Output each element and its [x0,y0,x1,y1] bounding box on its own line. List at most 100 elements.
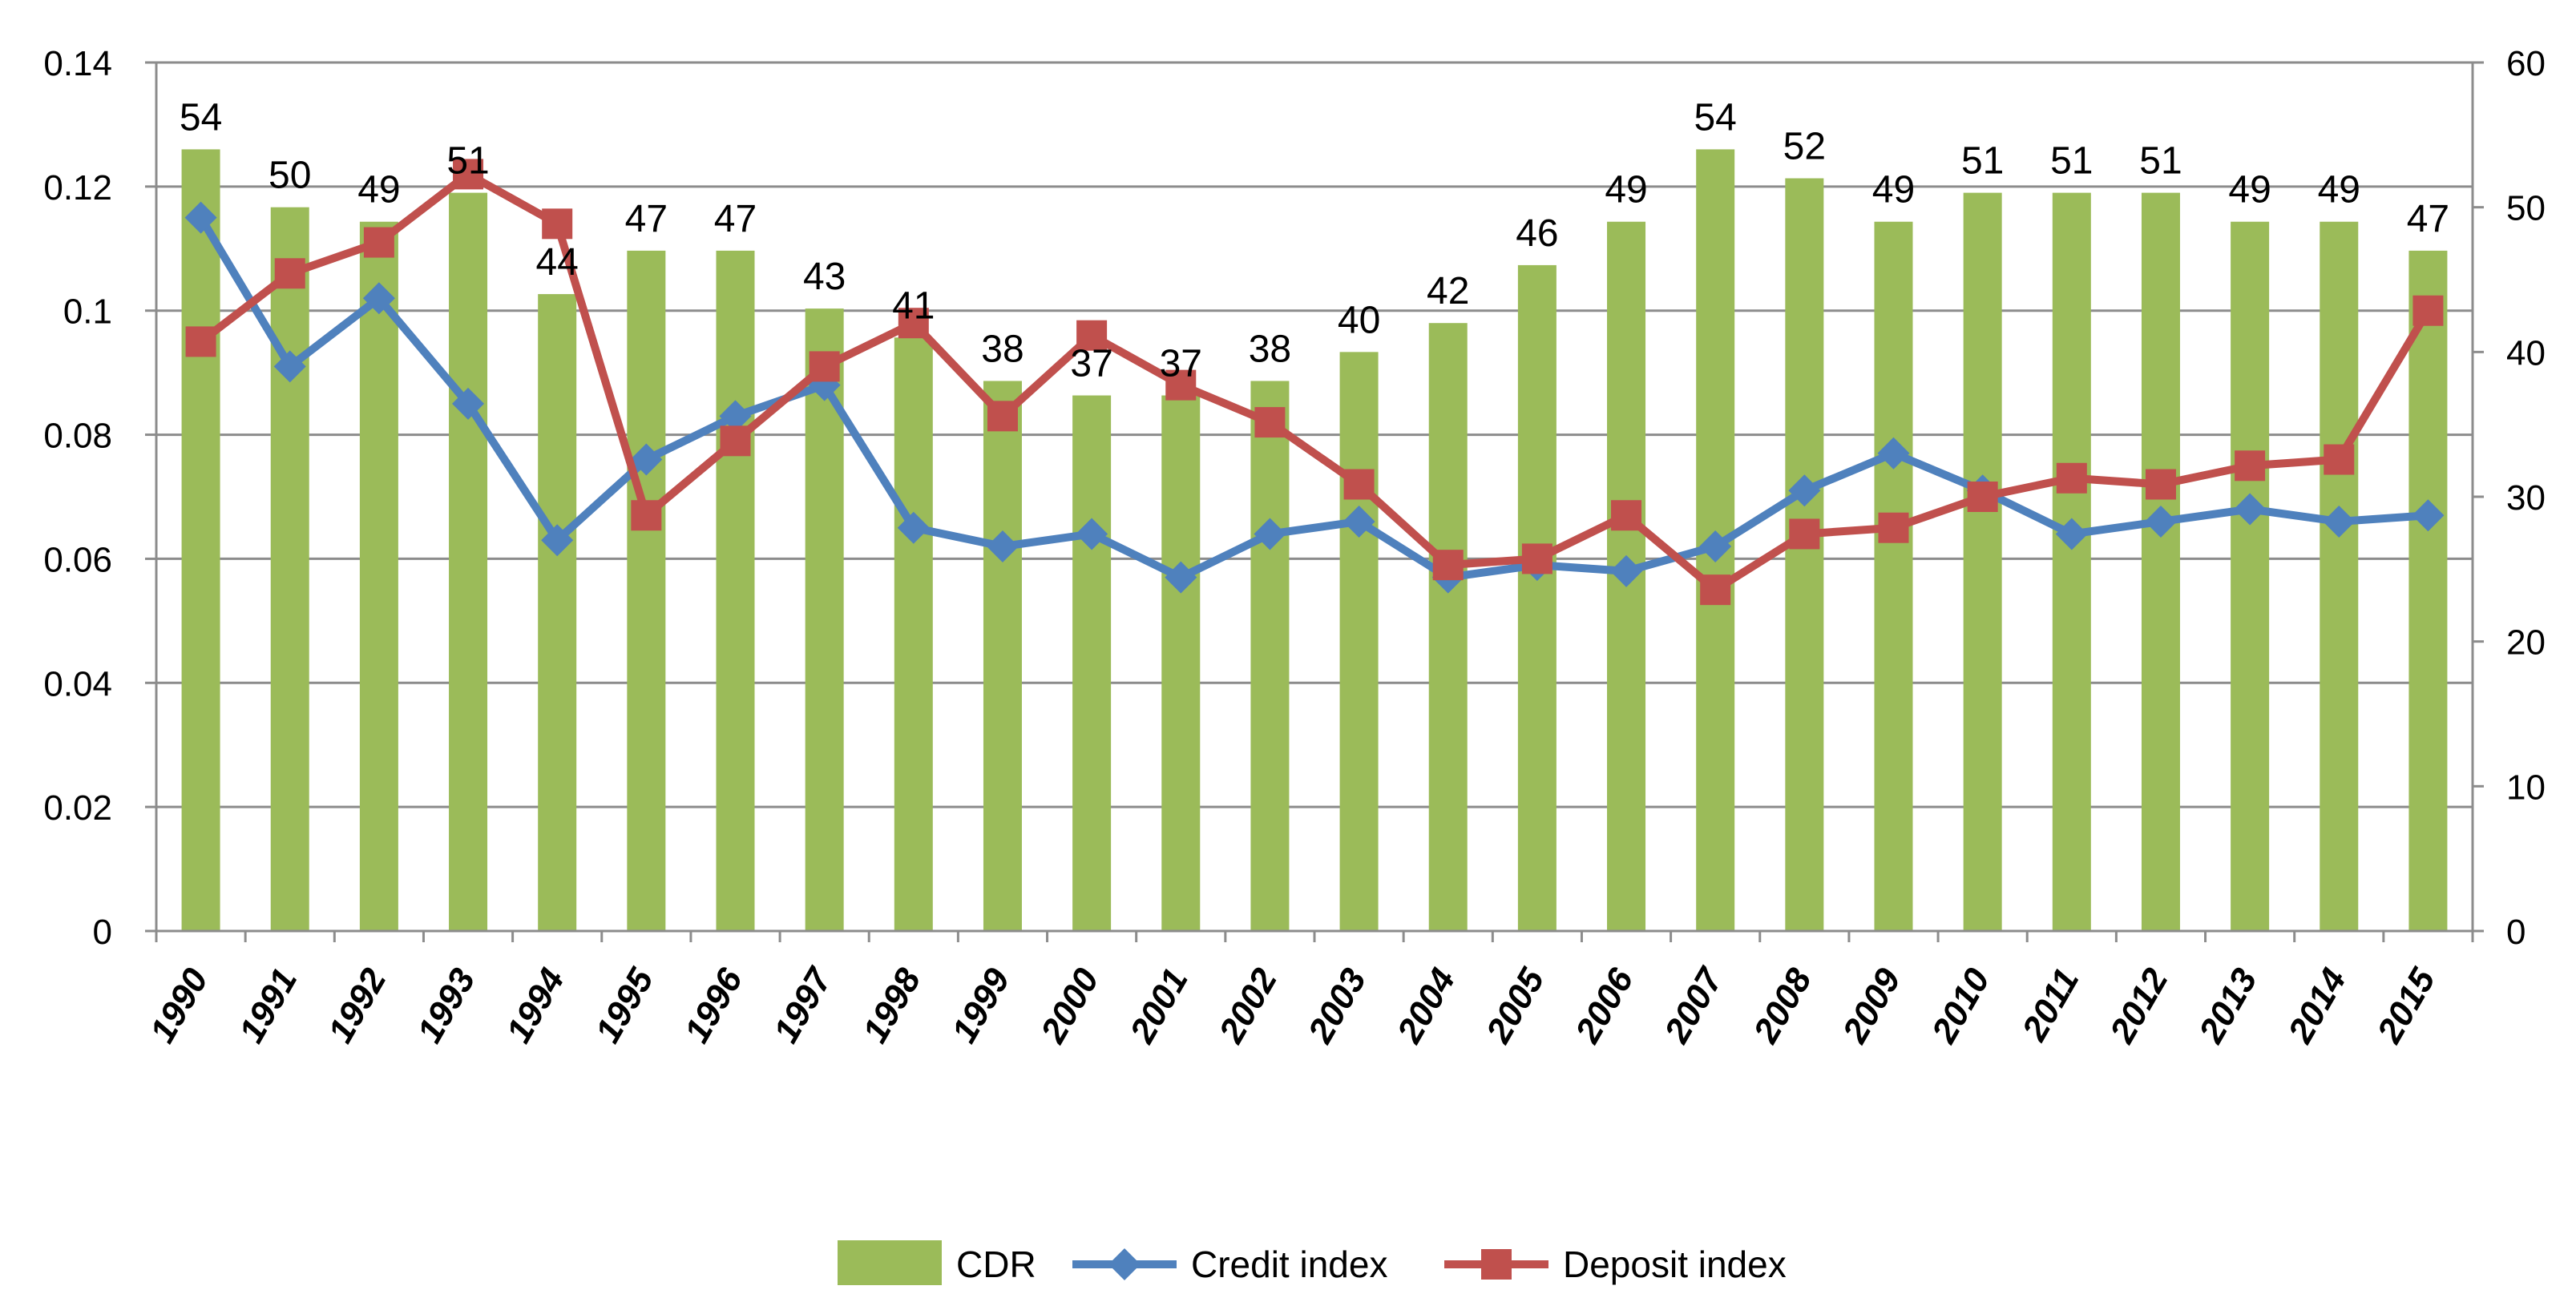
cdr-bar [627,250,666,931]
deposit-index-point [274,258,305,289]
cdr-data-label: 40 [1338,299,1380,341]
cdr-data-label: 42 [1427,270,1469,312]
cdr-bar [449,192,488,932]
y-tick-label: 0.02 [43,788,112,828]
cdr-data-label: 51 [2050,140,2093,183]
credit-index-point [2055,518,2088,550]
x-tick-label: 1999 [944,961,1018,1050]
cdr-data-label: 52 [1783,126,1826,168]
deposit-index-point [2412,295,2444,326]
x-tick-label: 2006 [1568,961,1641,1050]
credit-index-point [452,387,485,420]
x-tick-label: 1996 [677,961,751,1050]
cdr-data-label: 38 [1249,328,1291,370]
deposit-index-point [1789,518,1820,550]
y-tick-label: 0.06 [43,540,112,579]
cdr-bar [181,149,220,931]
legend-label: CDR [956,1243,1036,1285]
cdr-bars [181,149,2448,932]
x-tick-label: 2008 [1746,961,1819,1050]
x-tick-label: 2007 [1657,960,1731,1050]
cdr-data-label: 51 [2139,140,2182,183]
cdr-bar [2141,192,2180,932]
deposit-index-point [987,401,1018,432]
deposit-index-point [453,159,484,190]
cdr-bar [1428,323,1468,931]
cdr-data-label: 37 [1070,343,1112,385]
cdr-data-label: 54 [1694,96,1736,139]
y2-tick-label: 20 [2506,623,2546,663]
credit-index-point [541,524,574,557]
cdr-data-label: 41 [892,284,935,327]
credit-index-point [1254,518,1286,550]
credit-index-point [719,400,752,433]
y2-tick-label: 60 [2506,44,2546,83]
x-tick-label: 1991 [232,962,305,1050]
y2-tick-label: 50 [2506,189,2546,228]
cdr-data-label: 46 [1516,212,1558,255]
credit-index-point [986,530,1019,562]
cdr-data-label: 37 [1160,343,1202,385]
credit-index-point [897,511,930,544]
x-tick-label: 2011 [2014,962,2086,1048]
cdr-bar [1339,352,1379,931]
cdr-data-label: 49 [1872,169,1915,212]
cdr-bar [538,294,577,932]
cdr-data-label: 47 [2407,198,2449,240]
cdr-data-label: 47 [625,198,668,240]
gridlines [156,61,2473,808]
legend-item-deposit-index: Deposit index [1444,1243,1787,1285]
cdr-bar [2052,192,2091,932]
deposit-index-point [363,227,394,258]
credit-index-point [1877,437,1910,470]
deposit-index-point [1878,512,1909,543]
x-tick-label: 2015 [2369,961,2443,1050]
y-tick-label: 0.08 [43,417,112,456]
credit-index-point [2234,493,2267,526]
credit-index-point [1788,474,1821,507]
cdr-data-label: 49 [2228,169,2271,212]
deposit-index-point [1611,500,1642,531]
y2-tick-label: 30 [2506,478,2546,518]
deposit-index-point [542,208,573,240]
credit-index-point [1699,530,1732,562]
credit-index-point [1076,518,1108,550]
x-tick-label: 2000 [1033,961,1107,1050]
credit-index-point [1610,554,1643,587]
cdr-data-label: 49 [357,169,400,212]
cdr-bar [1874,221,1913,931]
deposit-index-point [1343,469,1375,500]
deposit-index-point [631,500,662,531]
cdr-bar [1161,395,1201,931]
deposit-index-point [1432,550,1464,581]
cdr-bar [270,207,309,932]
credit-index-point [184,201,217,234]
cdr-bar [2231,221,2270,931]
credit-index-point [2323,505,2356,538]
credit-index-point [362,282,395,315]
deposit-index-point [1254,407,1286,438]
credit-index-point [2144,505,2177,538]
cdr-data-label: 51 [1961,140,2004,183]
cdr-bar [1072,395,1112,931]
legend-marker-credit-index [1108,1248,1141,1280]
index-lines [184,159,2445,606]
legend: CDR Credit index Deposit index [838,1240,1787,1285]
y2-tick-label: 40 [2506,333,2546,373]
y2-tick-label: 10 [2506,768,2546,807]
deposit-index-point [898,308,929,339]
data-labels: 54 50 49 51 44 47 47 43 41 38 37 37 38 40 42 46 49 54 52 49… [180,96,2449,385]
cdr-bar [1250,381,1290,931]
y2-tick-label: 0 [2506,913,2526,952]
deposit-index-point [2145,469,2176,500]
x-tick-label: 2014 [2280,962,2354,1050]
x-tick-label: 1993 [410,962,482,1050]
cdr-bar [359,221,398,931]
x-tick-label: 2004 [1390,962,1464,1050]
cdr-bar [716,250,755,931]
deposit-index-point [1521,543,1552,574]
cdr-bar [2320,221,2359,931]
cdr-data-label: 43 [803,256,846,298]
cdr-data-label: 38 [981,328,1024,370]
